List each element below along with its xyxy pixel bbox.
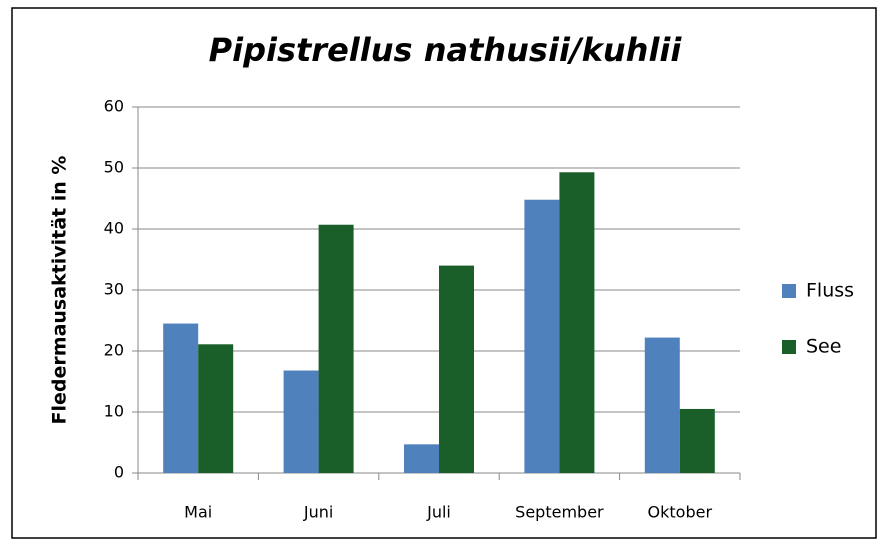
bar (318, 224, 354, 473)
y-tick-label: 10 (104, 402, 124, 421)
x-tick-label: Mai (184, 503, 212, 522)
x-tick-label: Oktober (648, 503, 713, 522)
bar (644, 337, 680, 473)
legend-label: Fluss (806, 280, 854, 302)
x-tick-label: Juli (426, 503, 451, 522)
bar (283, 370, 319, 473)
legend-swatch (782, 284, 796, 298)
y-tick-label: 50 (104, 158, 124, 177)
bar (439, 265, 474, 473)
bar (524, 199, 560, 473)
y-tick-label: 60 (104, 97, 124, 116)
bar (559, 172, 595, 473)
chart-title: Pipistrellus nathusii/kuhlii (209, 31, 683, 69)
x-tick-label: Juni (303, 503, 333, 522)
legend-swatch (782, 340, 796, 354)
y-tick-label: 20 (104, 341, 124, 360)
bar (679, 408, 715, 473)
x-tick-label: September (515, 503, 604, 522)
y-tick-label: 0 (114, 463, 124, 482)
y-tick-label: 40 (104, 219, 124, 238)
legend-label: See (806, 336, 841, 358)
bar (404, 444, 439, 473)
bar (198, 344, 234, 473)
y-axis-label: Fledermausaktivität in % (49, 156, 71, 425)
y-tick-label: 30 (104, 280, 124, 299)
bar (163, 323, 199, 473)
